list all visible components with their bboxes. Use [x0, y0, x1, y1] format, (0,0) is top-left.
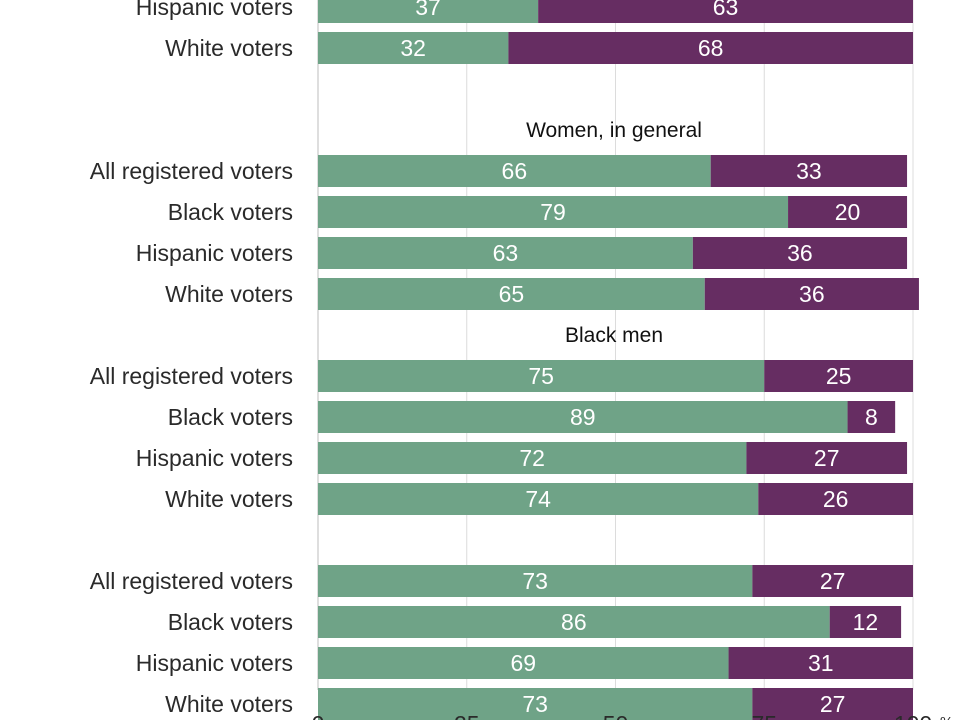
data-label: 20 [835, 199, 861, 225]
data-label: 36 [799, 281, 825, 307]
data-label: 27 [820, 568, 846, 594]
data-label: 8 [865, 404, 878, 430]
data-label: 26 [823, 486, 849, 512]
row-label: All registered voters [90, 363, 293, 389]
bar-segment-second [758, 483, 913, 515]
bar-segment-first [318, 688, 753, 720]
bar-segment-second [829, 606, 902, 638]
bars: 37 63 32 68 66 33 79 20 63 36 65 36 75 25 89 8 72 27 74 26 7… [318, 0, 919, 720]
bar-segment-first [318, 237, 693, 269]
row-label: White voters [165, 35, 293, 61]
bar-segment-first [318, 565, 753, 597]
bar-segment-first [318, 606, 830, 638]
row-label: Hispanic voters [136, 0, 293, 20]
bar-segment-second [764, 360, 913, 392]
bar-segment-second [692, 237, 908, 269]
bar-segment-second [847, 401, 896, 433]
bar-segment-second [752, 688, 913, 720]
data-label: 72 [519, 445, 545, 471]
data-label: 73 [522, 691, 548, 717]
bar-segment-second [746, 442, 908, 474]
data-label: 65 [499, 281, 525, 307]
x-tick-label: 25 [454, 711, 480, 720]
bar-segment-second [508, 32, 913, 64]
data-label: 27 [820, 691, 846, 717]
bar-segment-first [318, 647, 729, 679]
bar-segment-second [710, 155, 908, 187]
row-label: All registered voters [90, 568, 293, 594]
bar-segment-second [728, 647, 913, 679]
data-label: 74 [525, 486, 551, 512]
x-unit-label: % [940, 714, 953, 720]
row-label: Black voters [168, 609, 293, 635]
data-label: 37 [415, 0, 441, 20]
data-label: 32 [400, 35, 426, 61]
row-label: White voters [165, 486, 293, 512]
bar-segment-first [318, 0, 539, 23]
data-label: 63 [493, 240, 519, 266]
group-title: Black men [565, 324, 663, 347]
data-label: 75 [528, 363, 554, 389]
data-label: 89 [570, 404, 596, 430]
group-title: Women, in general [526, 119, 702, 142]
bar-segment-first [318, 360, 765, 392]
bar-segment-second [538, 0, 913, 23]
data-label: 73 [522, 568, 548, 594]
bar-segment-first [318, 401, 848, 433]
bar-segment-first [318, 442, 747, 474]
data-label: 63 [713, 0, 739, 20]
bar-segment-first [318, 32, 509, 64]
row-label: Black voters [168, 404, 293, 430]
bar-segment-first [318, 483, 759, 515]
x-tick-label: 100 [894, 711, 932, 720]
bar-segment-second [788, 196, 908, 228]
data-label: 31 [808, 650, 834, 676]
x-tick-label: 50 [603, 711, 629, 720]
row-label: White voters [165, 691, 293, 717]
data-label: 12 [853, 609, 879, 635]
data-label: 68 [698, 35, 724, 61]
bar-segment-second [704, 278, 919, 310]
row-label: White voters [165, 281, 293, 307]
row-label: Hispanic voters [136, 445, 293, 471]
x-axis: 0 25 50 75 100% [312, 711, 954, 720]
bar-segment-first [318, 278, 705, 310]
data-label: 27 [814, 445, 840, 471]
row-label: All registered voters [90, 158, 293, 184]
x-tick-label: 0 [312, 711, 325, 720]
data-label: 36 [787, 240, 813, 266]
row-labels: Hispanic voters White voters All registere… [90, 0, 293, 717]
data-label: 25 [826, 363, 852, 389]
bar-segment-second [752, 565, 913, 597]
row-label: Black voters [168, 199, 293, 225]
data-label: 33 [796, 158, 822, 184]
row-label: Hispanic voters [136, 650, 293, 676]
data-label: 79 [540, 199, 566, 225]
x-tick-label: 75 [751, 711, 777, 720]
data-label: 69 [510, 650, 536, 676]
row-label: Hispanic voters [136, 240, 293, 266]
data-label: 86 [561, 609, 587, 635]
bar-segment-first [318, 155, 711, 187]
group-titles: Women, in general Black men [526, 119, 702, 347]
data-label: 66 [502, 158, 528, 184]
bar-segment-first [318, 196, 789, 228]
